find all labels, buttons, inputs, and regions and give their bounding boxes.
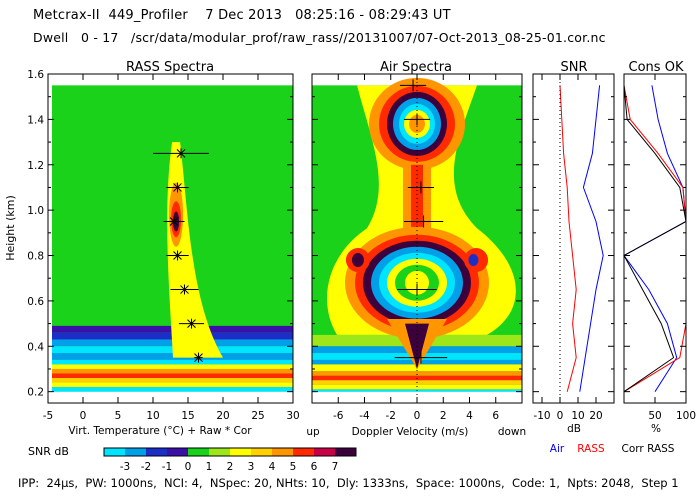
- colorbar-tick-label: -3: [120, 461, 130, 473]
- x-tick-label: 2: [440, 410, 447, 422]
- air-band: [312, 384, 522, 390]
- x-tick-label: 50: [648, 410, 661, 422]
- header-title: Metcrax-II 449_Profiler 7 Dec 2013 08:25…: [33, 8, 451, 23]
- colorbar-tick-label: 2: [227, 461, 234, 473]
- rass-band: [52, 346, 293, 354]
- x-tick-label: 15: [181, 410, 194, 422]
- y-tick-label: 0.8: [27, 251, 44, 263]
- ylabel-height: Height (km): [4, 195, 17, 261]
- colorbar: -3 -2 -1 0 1 2 3 4 5 6 7: [103, 447, 357, 473]
- x-tick-label: 6: [492, 410, 499, 422]
- xlabel-consok: %: [651, 423, 661, 435]
- colorbar-tick-label: 1: [206, 461, 213, 473]
- colorbar-tick-label: -1: [162, 461, 172, 473]
- colorbar-swatch: [167, 448, 188, 456]
- y-tick-label: 1.6: [27, 69, 44, 81]
- x-tick-label: 5: [115, 410, 122, 422]
- rass-band: [52, 373, 293, 379]
- rass-band: [52, 368, 293, 374]
- xlabel-snr: dB: [567, 423, 581, 435]
- colorbar-swatch: [209, 448, 230, 456]
- snr-panel: [559, 74, 604, 403]
- rass-band: [52, 387, 293, 392]
- series-line-rass: [559, 85, 577, 392]
- cons-ok-panel: [623, 85, 687, 393]
- x-tick-label: 100: [676, 410, 696, 422]
- axes-layer: 0.20.40.60.81.01.21.41.6-5 0 5 10 15 20 25 30 -6…: [27, 69, 696, 422]
- colorbar-tick-label: 7: [332, 461, 339, 473]
- xlabel-rass: Virt. Temperature (°C) + Raw * Cor: [68, 425, 252, 437]
- colorbar-swatch: [146, 448, 167, 456]
- x-tick-label: 30: [286, 410, 299, 422]
- colorbar-swatch: [125, 448, 146, 456]
- axis-frame-snr: [532, 73, 615, 404]
- x-tick-label: 10: [146, 410, 159, 422]
- air-stem-red: [411, 164, 423, 245]
- x-tick-label: 0: [414, 410, 421, 422]
- x-tick-label: 0: [557, 410, 564, 422]
- colorbar-swatch: [230, 448, 251, 456]
- y-tick-label: 1.0: [27, 205, 44, 217]
- colorbar-tick-label: 0: [185, 461, 192, 473]
- rass-band: [52, 364, 293, 369]
- legend-corr: Corr RASS: [622, 443, 675, 455]
- colorbar-tick-label: 6: [311, 461, 318, 473]
- legend-rass: RASS: [577, 443, 605, 455]
- title-rass: RASS Spectra: [126, 60, 214, 75]
- colorbar-tick-label: 5: [290, 461, 297, 473]
- series-line-air: [579, 85, 604, 392]
- colorbar-swatch: [335, 448, 356, 456]
- rass-band: [52, 378, 293, 383]
- air-band: [312, 371, 522, 376]
- axis-frame-rass: [47, 73, 294, 404]
- x-tick-label: -5: [43, 410, 53, 422]
- header-dwell-path: Dwell 0 - 17 /scr/data/modular_prof/raw_…: [33, 30, 606, 45]
- colorbar-tick-label: 4: [269, 461, 276, 473]
- y-tick-label: 0.6: [27, 296, 44, 308]
- title-consok: Cons OK: [629, 60, 684, 75]
- y-tick-label: 1.2: [27, 160, 44, 172]
- air-side-right-core: [468, 254, 479, 267]
- y-tick-label: 0.4: [27, 341, 44, 353]
- x-tick-label: 20: [216, 410, 229, 422]
- colorbar-swatch: [251, 448, 272, 456]
- x-tick-label: -4: [359, 410, 370, 422]
- y-tick-label: 0.2: [27, 387, 44, 399]
- x-tick-label: 4: [466, 410, 473, 422]
- xlabel-air: Doppler Velocity (m/s): [352, 426, 469, 438]
- title-air: Air Spectra: [380, 60, 452, 75]
- colorbar-frame: [103, 447, 357, 457]
- colorbar-swatch: [188, 448, 209, 456]
- air-spectra-panel: [312, 74, 522, 403]
- series-line-corr: [623, 85, 687, 393]
- rass-band: [52, 382, 293, 388]
- colorbar-swatch: [104, 448, 125, 456]
- x-tick-label: -10: [533, 410, 550, 422]
- title-snr: SNR: [560, 60, 587, 75]
- x-tick-label: 25: [251, 410, 264, 422]
- xlabel-air-up: up: [306, 426, 320, 438]
- rass-band: [52, 359, 293, 365]
- x-tick-label: -6: [333, 410, 344, 422]
- colorbar-swatch: [293, 448, 314, 456]
- rass-spectra-panel: [52, 85, 293, 392]
- air-side-left-core: [351, 253, 364, 268]
- colorbar-swatch: [314, 448, 335, 456]
- colorbar-tick-label: 3: [248, 461, 255, 473]
- legend-air: Air: [550, 443, 565, 455]
- y-tick-label: 1.4: [27, 114, 44, 126]
- xlabel-air-down: down: [498, 426, 526, 438]
- colorbar-swatch: [272, 448, 293, 456]
- x-tick-label: -2: [386, 410, 396, 422]
- rass-band: [52, 353, 293, 360]
- x-tick-label: 0: [80, 410, 87, 422]
- footer-parameters: IPP: 24µs, PW: 1000ns, NCI: 4, NSpec: 20…: [18, 476, 679, 490]
- x-tick-label: 20: [589, 410, 602, 422]
- colorbar-tick-label: -2: [141, 461, 151, 473]
- colorbar-label: SNR dB: [28, 445, 69, 458]
- x-tick-label: 10: [571, 410, 584, 422]
